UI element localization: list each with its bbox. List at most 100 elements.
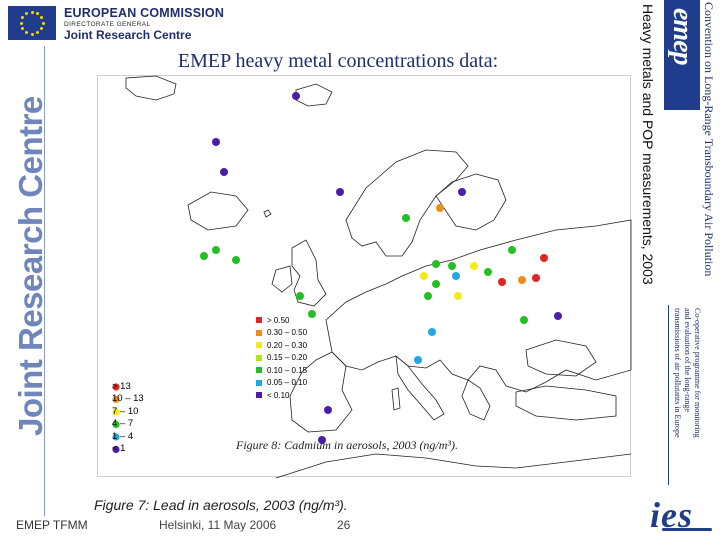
cadmium-legend-label: 0.10 – 0.15 [267, 365, 308, 375]
station-marker [554, 312, 562, 320]
cadmium-legend-swatch [256, 354, 262, 361]
station-marker [212, 138, 220, 146]
jrc-name: Joint Research Centre [64, 28, 192, 42]
eu-star-icon [41, 21, 45, 25]
station-marker [324, 406, 332, 414]
station-marker [458, 188, 466, 196]
station-marker [220, 168, 228, 176]
british-isles-outline [291, 239, 327, 307]
station-marker [484, 268, 492, 276]
lead-legend-row: 10 – 13 [112, 393, 144, 406]
greenland-outline [125, 75, 177, 101]
eu-star-icon [30, 10, 34, 14]
eu-star-icon [19, 21, 23, 25]
lead-legend-row: 4 – 7 [112, 418, 144, 431]
lead-legend-row: < 1 [112, 443, 144, 456]
cadmium-legend-row: 0.05 – 0.10 [256, 377, 307, 390]
lead-legend-label: 4 – 7 [112, 418, 134, 430]
cadmium-legend-swatch [256, 367, 262, 374]
ireland-outline [271, 265, 293, 293]
directorate-label: DIRECTORATE GENERAL [64, 21, 151, 28]
station-marker [414, 356, 422, 364]
cadmium-legend-row: 0.15 – 0.20 [256, 352, 307, 365]
italy-outline [395, 355, 445, 421]
cadmium-legend-label: < 0.10 [267, 390, 290, 400]
commission-name: EUROPEAN COMMISSION [64, 6, 225, 20]
lead-legend-label: 7 – 10 [112, 405, 139, 417]
cadmium-legend-swatch [256, 379, 262, 386]
station-marker [318, 436, 326, 444]
station-marker [432, 260, 440, 268]
mainland-europe-outline [325, 219, 632, 393]
station-marker [454, 292, 462, 300]
station-marker [308, 310, 316, 318]
lead-legend-row: > 13 [112, 380, 144, 393]
station-marker [532, 274, 540, 282]
greece-outline [461, 379, 491, 421]
cadmium-legend-swatch [256, 329, 262, 336]
station-marker [520, 316, 528, 324]
station-marker [296, 292, 304, 300]
slide-title: EMEP heavy metal concentrations data: [177, 50, 499, 72]
eu-star-icon [40, 27, 44, 30]
lead-legend-dot-6 [112, 445, 120, 454]
cadmium-legend-row: < 0.10 [256, 389, 307, 402]
lead-legend-dot-5 [112, 433, 120, 441]
station-marker [436, 204, 444, 212]
eu-star-icon [40, 16, 44, 19]
lead-legend-swatches [112, 383, 120, 454]
station-marker [432, 280, 440, 288]
station-marker [336, 188, 344, 196]
scandinavia-outline [345, 149, 469, 257]
lead-legend-dot-2 [112, 395, 120, 404]
figure8-caption: Figure 8: Cadmium in aerosols, 2003 (ng/… [236, 438, 459, 452]
cadmium-legend-label: 0.05 – 0.10 [267, 378, 308, 388]
station-marker [232, 256, 240, 264]
cooperative-line-2: and evaluation of the long-range [683, 308, 692, 412]
ies-logo-swoosh [662, 528, 712, 531]
convention-title: Convention on Long-Range Transboundary A… [702, 2, 716, 277]
station-marker [540, 254, 548, 262]
sidebar-divider [44, 46, 45, 516]
lead-legend-row: 7 – 10 [112, 405, 144, 418]
lead-legend-label: 10 – 13 [112, 393, 144, 405]
corsica-sardinia-outline [391, 387, 401, 411]
cadmium-legend-label: 0.30 – 0.50 [267, 328, 308, 338]
station-marker [402, 214, 410, 222]
eu-star-icon [36, 11, 39, 15]
station-marker [498, 278, 506, 286]
cadmium-legend-swatch [256, 342, 262, 349]
black-sea-outline [525, 339, 597, 377]
footer-event: Helsinki, 11 May 2006 [159, 518, 277, 532]
station-marker [452, 272, 460, 280]
page-number: 26 [337, 518, 351, 532]
cadmium-legend-label: > 0.50 [267, 315, 290, 325]
figure7-caption: Figure 7: Lead in aerosols, 2003 (ng/m³)… [94, 497, 348, 513]
faroe-islands-outline [263, 209, 272, 218]
eu-star-icon [36, 31, 39, 35]
station-marker [518, 276, 526, 284]
cadmium-legend-label: 0.20 – 0.30 [267, 340, 308, 350]
cadmium-legend-row: > 0.50 [256, 314, 307, 327]
map-figure-frame [97, 75, 631, 477]
european-commission-flag-logo [8, 6, 56, 40]
eu-star-icon [20, 27, 24, 30]
lead-legend-label: < 1 [112, 443, 126, 455]
station-marker [200, 252, 208, 260]
station-marker [428, 328, 436, 336]
cadmium-legend-swatch [256, 317, 262, 324]
cooperative-line-3: transmissions of air pollutants in Europ… [673, 308, 682, 438]
cadmium-legend-swatch [256, 392, 262, 399]
eu-star-icon [30, 32, 34, 36]
footer-org: EMEP TFMM [16, 518, 88, 532]
lead-legend-dot-1 [112, 383, 120, 391]
cadmium-legend: > 0.50 0.30 – 0.50 0.20 – 0.30 0.15 – 0.… [256, 314, 307, 402]
svalbard-outline [295, 83, 333, 107]
station-markers [200, 92, 562, 444]
lead-legend-row: 1 – 4 [112, 430, 144, 443]
cadmium-legend-row: 0.30 – 0.50 [256, 327, 307, 340]
north-africa-coast [275, 453, 632, 479]
station-marker [212, 246, 220, 254]
station-marker [470, 262, 478, 270]
turkey-outline [515, 385, 617, 421]
